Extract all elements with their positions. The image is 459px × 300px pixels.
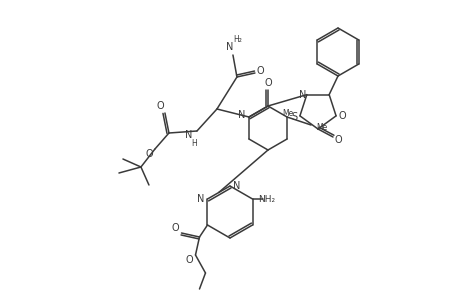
Text: H: H xyxy=(190,139,196,148)
Text: O: O xyxy=(156,101,163,111)
Text: O: O xyxy=(171,223,179,233)
Text: O: O xyxy=(145,149,152,159)
Text: N: N xyxy=(298,90,306,100)
Text: O: O xyxy=(263,78,271,88)
Text: H₂: H₂ xyxy=(233,34,242,43)
Text: O: O xyxy=(185,255,193,265)
Text: S: S xyxy=(291,112,297,122)
Text: N: N xyxy=(233,181,240,191)
Text: Me: Me xyxy=(282,110,293,118)
Text: N: N xyxy=(185,130,192,140)
Text: N: N xyxy=(196,194,204,204)
Text: O: O xyxy=(333,135,341,145)
Text: Me: Me xyxy=(316,122,327,131)
Text: NH₂: NH₂ xyxy=(257,194,274,203)
Text: O: O xyxy=(256,66,263,76)
Text: O: O xyxy=(337,111,345,121)
Text: N: N xyxy=(238,110,245,120)
Text: N: N xyxy=(226,42,233,52)
